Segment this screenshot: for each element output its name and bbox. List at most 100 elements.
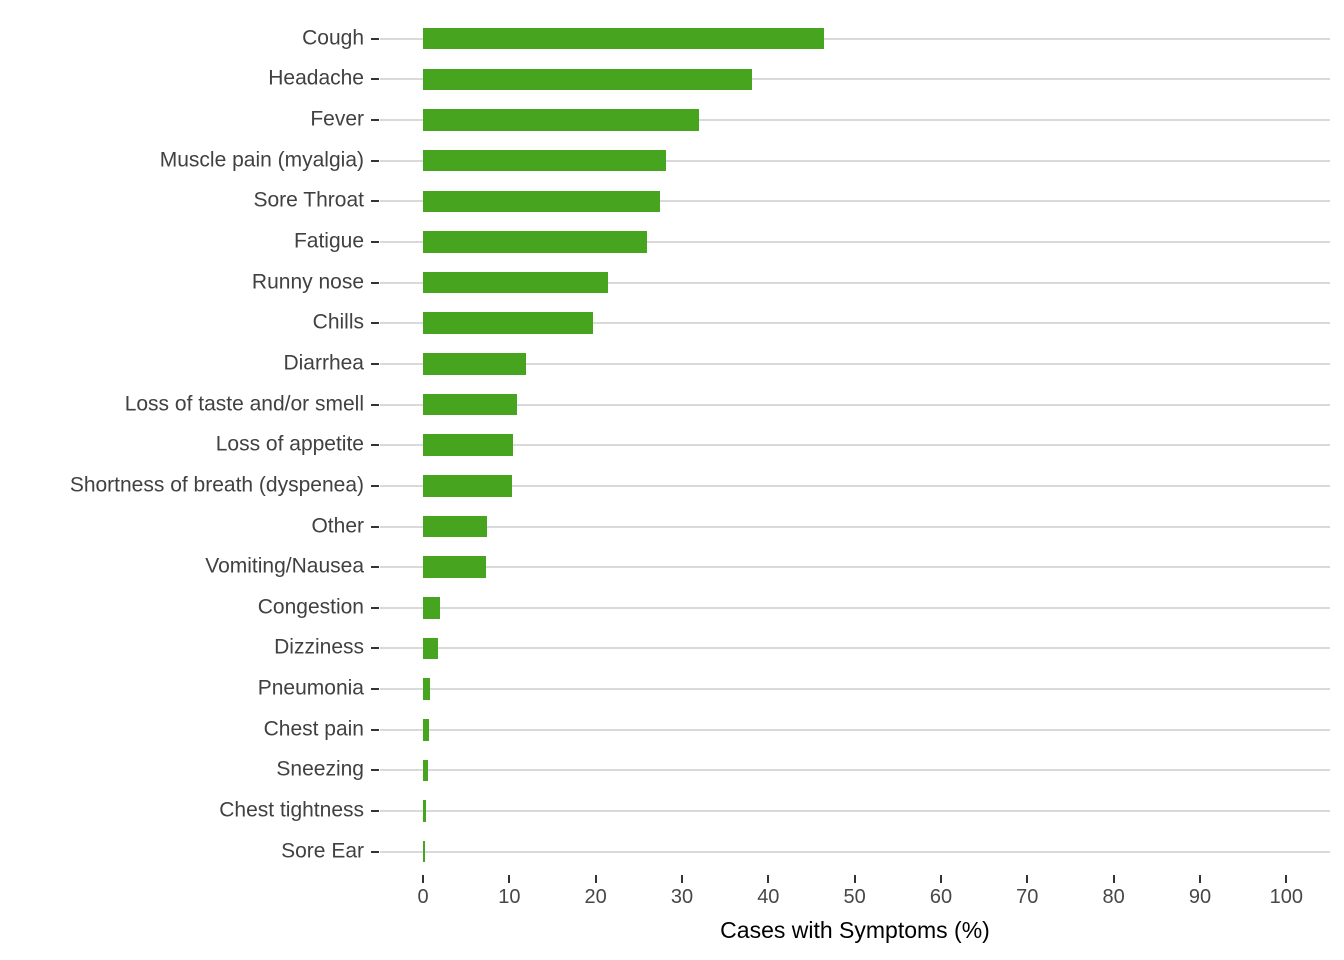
gridline	[380, 200, 1330, 203]
y-axis-tick	[371, 159, 379, 162]
category-label: Sore Ear	[281, 839, 364, 863]
bar	[423, 353, 526, 375]
y-axis-tick	[371, 200, 379, 203]
x-axis-tick-label: 20	[584, 886, 607, 908]
category-label: Vomiting/Nausea	[205, 554, 364, 578]
x-axis-tick-label: 40	[757, 886, 780, 908]
category-label: Pneumonia	[257, 676, 364, 700]
category-label: Shortness of breath (dyspenea)	[69, 473, 364, 497]
bar	[423, 840, 425, 863]
y-axis-tick	[371, 37, 379, 40]
x-axis-tick	[508, 875, 511, 883]
category-label: Fatigue	[293, 229, 364, 253]
gridline	[380, 159, 1330, 162]
gridline	[380, 606, 1330, 609]
gridline	[380, 119, 1330, 121]
y-axis-tick	[371, 769, 379, 772]
y-axis-tick	[371, 606, 379, 609]
bar	[423, 556, 487, 578]
bar	[423, 800, 426, 822]
category-label: Other	[311, 514, 364, 538]
category-label: Diarrhea	[283, 351, 364, 375]
x-axis-tick	[680, 875, 683, 883]
y-axis-tick	[371, 688, 379, 691]
bar	[423, 637, 438, 660]
category-label: Fever	[310, 107, 364, 131]
x-axis-tick	[1112, 875, 1115, 883]
gridline	[380, 484, 1330, 487]
y-axis-tick	[371, 647, 379, 650]
y-axis-tick	[371, 484, 379, 487]
gridline	[380, 850, 1330, 853]
y-axis-tick	[371, 362, 379, 365]
x-axis-tick-label: 90	[1188, 886, 1212, 908]
x-axis-tick	[1285, 875, 1288, 883]
bar	[423, 597, 441, 619]
x-axis-tick-label: 30	[670, 886, 694, 908]
y-axis-tick	[371, 728, 379, 731]
y-axis-tick	[371, 850, 379, 853]
bar	[423, 27, 824, 50]
category-label: Congestion	[257, 595, 364, 619]
gridline	[380, 647, 1330, 650]
category-label: Chills	[312, 310, 364, 334]
bar	[423, 434, 513, 456]
gridline	[380, 769, 1330, 772]
bar	[423, 678, 430, 700]
gridline	[380, 37, 1330, 40]
x-axis-tick	[853, 875, 856, 883]
x-axis-tick-label: 70	[1016, 886, 1039, 908]
category-label: Chest pain	[263, 717, 364, 741]
category-label: Chest tightness	[219, 798, 364, 822]
y-axis-tick	[371, 525, 379, 528]
category-label: Loss of appetite	[215, 432, 364, 456]
y-axis-tick	[371, 322, 379, 325]
x-axis-tick	[1026, 875, 1029, 883]
gridline	[380, 281, 1330, 284]
gridline	[380, 403, 1330, 406]
x-axis-tick-label: 0	[417, 886, 429, 908]
bar	[423, 393, 518, 416]
x-axis-tick	[594, 875, 597, 883]
gridline	[380, 525, 1330, 528]
y-axis-tick	[371, 566, 379, 569]
x-axis-tick-label: 100	[1269, 886, 1303, 908]
category-label: Headache	[268, 66, 364, 90]
category-label: Loss of taste and/or smell	[124, 392, 364, 416]
gridline	[380, 728, 1330, 731]
x-axis-tick	[422, 875, 424, 883]
bar	[423, 515, 487, 538]
y-axis-tick	[371, 444, 379, 447]
category-label: Cough	[302, 26, 364, 50]
y-axis-tick	[371, 78, 379, 81]
bar	[423, 68, 752, 91]
category-label: Sore Throat	[253, 188, 364, 212]
gridline	[380, 240, 1330, 243]
gridline	[380, 322, 1330, 325]
bar	[423, 312, 594, 335]
x-axis-tick-label: 80	[1102, 886, 1125, 908]
x-axis-tick-label: 60	[929, 886, 953, 908]
gridline	[380, 78, 1330, 81]
bar	[423, 271, 608, 294]
x-axis-tick	[767, 875, 770, 883]
x-axis-tick-label: 50	[843, 886, 866, 908]
x-axis-tick	[939, 875, 942, 883]
y-axis-tick	[371, 119, 379, 121]
gridline	[380, 688, 1330, 691]
bar	[423, 190, 661, 213]
category-label: Dizziness	[274, 635, 364, 659]
bar	[423, 759, 429, 782]
bar	[423, 475, 512, 497]
bar	[423, 231, 648, 253]
gridline	[380, 444, 1330, 447]
category-label: Runny nose	[251, 270, 364, 294]
x-axis-tick-label: 10	[498, 886, 521, 908]
category-label: Muscle pain (myalgia)	[159, 148, 364, 172]
x-axis-tick	[1198, 875, 1201, 883]
y-axis-tick	[371, 810, 379, 813]
gridline	[380, 362, 1330, 365]
x-axis-title: Cases with Symptoms (%)	[720, 917, 990, 943]
y-axis-tick	[371, 240, 379, 243]
